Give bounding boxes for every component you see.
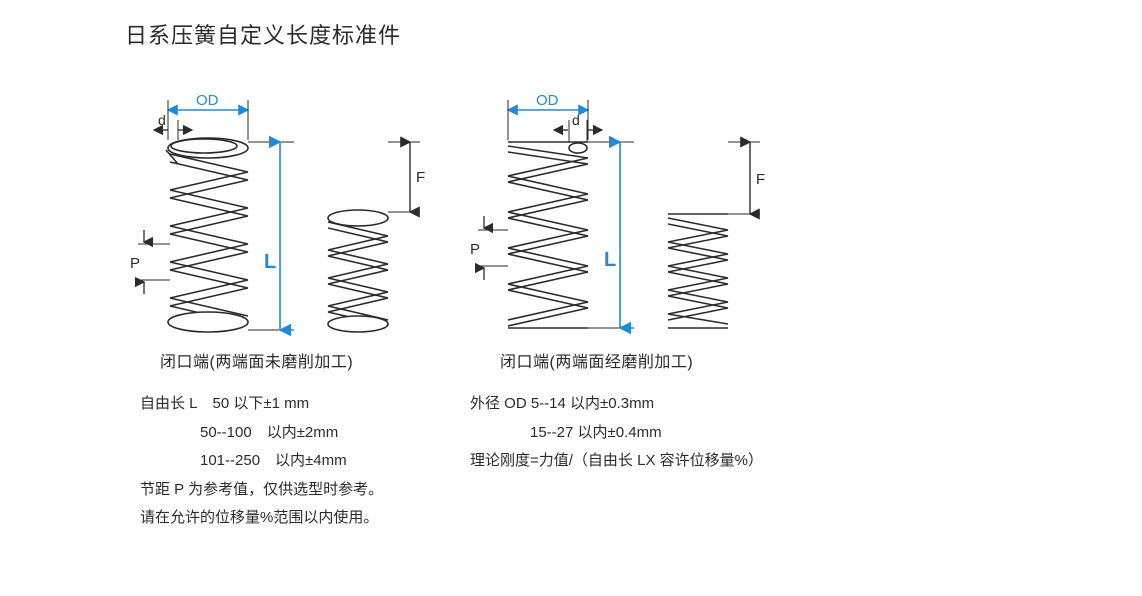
d-label: d [158, 112, 166, 128]
left-spec-0: 自由长 L 50 以下±1 mm [140, 390, 432, 419]
left-caption: 闭口端(两端面未磨削加工) [160, 348, 432, 372]
d-dim: d [554, 112, 602, 142]
left-spec-1: 50--100 以内±2mm [200, 419, 432, 448]
l-dim: L [248, 142, 294, 330]
left-spec-3: 节距 P 为参考值，仅供选型时参考。 [140, 476, 432, 505]
right-small-spring [668, 214, 728, 328]
right-spec-0: 外径 OD 5--14 以内±0.3mm [470, 390, 772, 419]
left-diagram: OD d L F P [130, 90, 432, 340]
l-label: L [264, 251, 276, 273]
right-spec-2: 理论刚度=力值/（自由长 LX 容许位移量%） [470, 447, 772, 476]
left-big-spring [166, 138, 248, 332]
p-dim: P [130, 230, 170, 294]
right-diagram: OD d L F P [470, 90, 772, 340]
p-dim: P [470, 216, 508, 280]
left-specs: 自由长 L 50 以下±1 mm 50--100 以内±2mm 101--250… [140, 390, 432, 533]
right-big-spring [508, 142, 588, 328]
d-dim: d [154, 112, 192, 140]
f-dim: F [728, 142, 765, 214]
od-label: OD [196, 92, 219, 109]
left-group: OD d L F P [130, 90, 432, 533]
p-label: P [130, 255, 140, 272]
l-dim: L [588, 142, 634, 328]
right-caption: 闭口端(两端面经磨削加工) [500, 348, 772, 372]
od-dim: OD [168, 92, 248, 140]
left-small-spring [328, 210, 388, 332]
l-label: L [604, 249, 616, 271]
d-label: d [572, 112, 580, 128]
page-title: 日系压簧自定义长度标准件 [125, 18, 401, 50]
left-spec-4: 请在允许的位移量%范围以内使用。 [140, 504, 432, 533]
right-spec-1: 15--27 以内±0.4mm [530, 419, 772, 448]
p-label: P [470, 241, 480, 258]
f-label: F [756, 171, 765, 188]
od-label: OD [536, 92, 559, 109]
left-spec-2: 101--250 以内±4mm [200, 447, 432, 476]
right-specs: 外径 OD 5--14 以内±0.3mm 15--27 以内±0.4mm 理论刚… [470, 390, 772, 476]
f-label: F [416, 169, 425, 186]
f-dim: F [388, 142, 425, 212]
right-group: OD d L F P [470, 90, 772, 476]
